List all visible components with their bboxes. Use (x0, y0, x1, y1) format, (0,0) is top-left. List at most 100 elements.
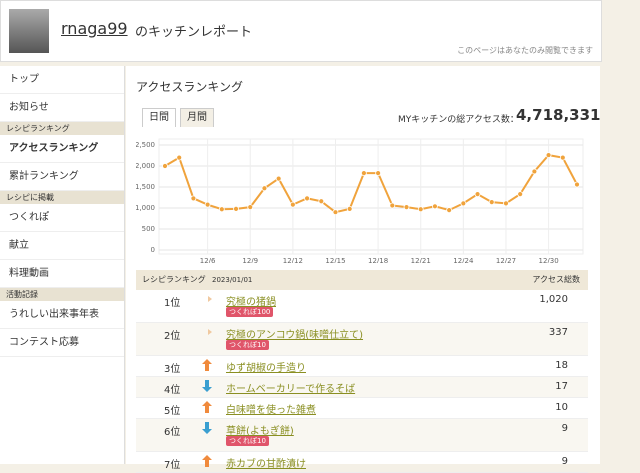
point (233, 205, 239, 212)
point (403, 204, 410, 211)
trend-icon (202, 329, 212, 335)
point (545, 152, 552, 158)
header-cell: アクセス総数 (532, 275, 580, 284)
point (204, 201, 211, 208)
chart: 0 500 1,000 1,500 2,000 2,500 12/6 12/9 12/12 12/… (136, 138, 584, 263)
recipe-link[interactable]: 究極のアンコウ鍋(味噌仕立て) (226, 330, 364, 341)
point (460, 200, 467, 207)
nav-item[interactable]: アクセスランキング (0, 135, 124, 163)
point (446, 207, 453, 213)
recipe-link[interactable]: 赤カブの甘酢漬け (226, 459, 306, 470)
note: このページはあなたのみ閲覧できます (457, 46, 593, 55)
point (247, 204, 254, 211)
point (360, 170, 367, 177)
nav-item[interactable]: 累計ランキング (0, 163, 124, 191)
point (190, 195, 197, 202)
total-label: MYキッチンの総アクセス数： (398, 115, 519, 125)
recipe-link[interactable]: 草餅(よもぎ餅) (226, 426, 294, 437)
x-tick-label: 12/18 (368, 257, 388, 263)
nav-item[interactable]: 料理動画 (0, 260, 124, 288)
rank: 3位 (164, 364, 181, 375)
table-row: 3位 ゆず胡椒の手造り 18 (136, 356, 588, 377)
point (261, 185, 268, 192)
point (488, 199, 495, 206)
table-row: 5位 白味噌を使った雑煮 10 (136, 398, 588, 419)
point (289, 201, 296, 208)
main-title: アクセスランキング (136, 80, 244, 94)
point (176, 154, 183, 161)
point (389, 202, 396, 209)
rank: 2位 (164, 331, 181, 342)
point (559, 154, 566, 161)
recipe-link[interactable]: 白味噌を使った雑煮 (226, 405, 316, 416)
y-tick-label: 1,500 (136, 183, 155, 191)
point (218, 206, 225, 213)
recipe-link[interactable]: 究極の猪鍋 (226, 297, 276, 308)
count: 17 (555, 381, 568, 392)
nav-item[interactable]: つくれぽ (0, 204, 124, 232)
point (503, 200, 509, 207)
nav-item[interactable]: トップ (0, 66, 124, 94)
nav-heading: レシピに掲載 (0, 191, 124, 204)
badge: つくれぽ100 (226, 307, 274, 317)
point (574, 181, 580, 188)
header-cell: レシピランキング (142, 275, 206, 284)
point (304, 195, 310, 202)
trend-icon (202, 296, 212, 302)
plot-bg (158, 138, 584, 255)
count: 9 (561, 456, 568, 467)
point (332, 209, 339, 216)
nav-heading: 活動記録 (0, 288, 124, 301)
trend-icon (202, 359, 212, 371)
nav-item[interactable]: 献立 (0, 232, 124, 260)
rank: 1位 (164, 298, 181, 309)
header-cell: 2023/01/01 (212, 276, 253, 284)
count: 1,020 (539, 294, 568, 305)
ranking-table: レシピランキング 2023/01/01 アクセス総数 1位 究極の猪鍋 つくれぽ100 1,… (136, 270, 588, 473)
recipe-link[interactable]: ゆず胡椒の手造り (226, 363, 306, 374)
point (531, 168, 538, 175)
count: 9 (561, 423, 568, 434)
nav-item[interactable]: お知らせ (0, 94, 124, 122)
rank: 6位 (164, 427, 181, 438)
avatar (9, 9, 49, 53)
point (517, 191, 524, 198)
table-header: レシピランキング 2023/01/01 アクセス総数 (136, 270, 588, 290)
point (346, 205, 353, 212)
x-tick-label: 12/27 (496, 257, 516, 263)
point (417, 206, 424, 213)
user-link[interactable]: rnaga99 (61, 19, 128, 38)
sidebar: トップ お知らせ レシピランキング アクセスランキング 累計ランキング レシピに掲載 つくれ… (0, 66, 125, 464)
y-tick-label: 500 (142, 225, 155, 233)
table-row: 7位 赤カブの甘酢漬け 9 (136, 452, 588, 473)
y-tick-label: 2,500 (136, 141, 155, 149)
nav-item[interactable]: コンテスト応募 (0, 329, 124, 357)
x-tick-label: 12/30 (538, 257, 558, 263)
tab[interactable]: 日間 (142, 108, 176, 127)
tab[interactable]: 月間 (180, 108, 214, 127)
rank: 5位 (164, 406, 181, 417)
main: アクセスランキング 日間 月間 MYキッチンの総アクセス数： 4,718,331… (126, 66, 601, 473)
table-row: 4位 ホームベーカリーで作るそば 17 (136, 377, 588, 398)
table-row: 2位 究極のアンコウ鍋(味噌仕立て) つくれぽ10 337 (136, 323, 588, 356)
x-tick-label: 12/24 (453, 257, 474, 263)
point (275, 175, 282, 182)
x-tick-label: 12/15 (325, 257, 345, 263)
nav-item[interactable]: うれしい出来事年表 (0, 301, 124, 329)
point (432, 203, 438, 210)
badge: つくれぽ10 (226, 436, 269, 446)
count: 18 (555, 360, 568, 371)
recipe-link[interactable]: ホームベーカリーで作るそば (226, 384, 356, 395)
point (474, 191, 481, 198)
y-tick-label: 1,000 (136, 204, 155, 212)
trend-icon (202, 380, 212, 392)
trend-icon (202, 422, 212, 434)
total: 4,718,331 (516, 106, 601, 124)
trend-icon (202, 455, 212, 467)
point (375, 170, 382, 177)
header-title: のキッチンレポート (135, 25, 253, 40)
header: rnaga99 のキッチンレポート このページはあなたのみ閲覧できます (0, 0, 602, 62)
y-tick-label: 2,000 (136, 162, 155, 170)
table-row: 1位 究極の猪鍋 つくれぽ100 1,020 (136, 290, 588, 323)
